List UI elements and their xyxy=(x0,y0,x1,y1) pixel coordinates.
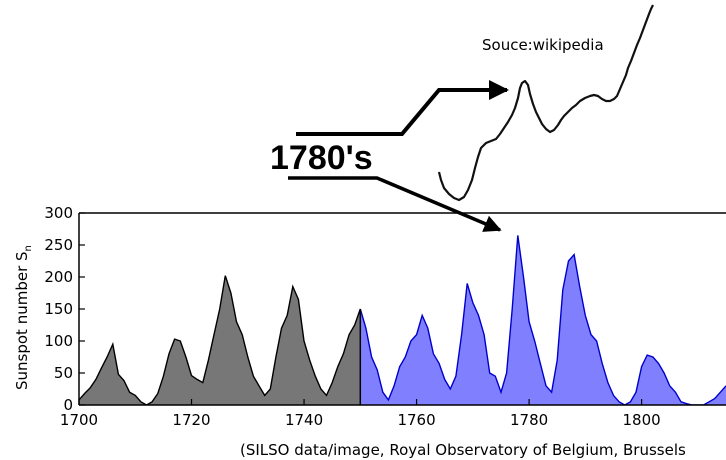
decade-label: 1780's xyxy=(270,139,373,177)
y-ticks: 0 50 100 150 200 250 300 xyxy=(44,204,85,414)
x-tick-label: 1800 xyxy=(623,411,661,429)
sunspot-chart: 1700 1720 1740 1760 1780 1800 0 50 100 150 200 250… xyxy=(13,204,726,429)
y-axis-label-subscript: n xyxy=(23,245,34,251)
y-tick-label: 200 xyxy=(44,268,73,286)
x-tick-label: 1740 xyxy=(285,411,323,429)
source-bottom-label: (SILSO data/image, Royal Observatory of … xyxy=(240,441,686,459)
series-0-line xyxy=(79,275,361,405)
y-tick-label: 100 xyxy=(44,332,73,350)
x-tick-label: 1760 xyxy=(397,411,435,429)
lower-arrow xyxy=(288,176,502,232)
x-ticks: 1700 1720 1740 1760 1780 1800 xyxy=(60,399,661,429)
y-tick-label: 0 xyxy=(63,396,73,414)
y-tick-label: 300 xyxy=(44,204,73,222)
series-0-area xyxy=(79,275,361,405)
source-top-label: Souce:wikipedia xyxy=(482,36,604,54)
x-tick-label: 1700 xyxy=(60,411,98,429)
y-axis-label-main: Sunspot number S xyxy=(13,251,31,390)
series-1-area xyxy=(360,235,726,405)
x-tick-label: 1780 xyxy=(510,411,548,429)
y-tick-label: 150 xyxy=(44,300,73,318)
inset-sunspot-curve xyxy=(437,4,654,202)
series-1-line xyxy=(359,235,726,405)
upper-arrow xyxy=(296,80,509,136)
y-tick-label: 250 xyxy=(44,236,73,254)
x-tick-label: 1720 xyxy=(172,411,210,429)
y-tick-label: 50 xyxy=(54,364,73,382)
y-axis-label: Sunspot number Sn xyxy=(13,245,34,390)
series-areas xyxy=(79,235,726,405)
